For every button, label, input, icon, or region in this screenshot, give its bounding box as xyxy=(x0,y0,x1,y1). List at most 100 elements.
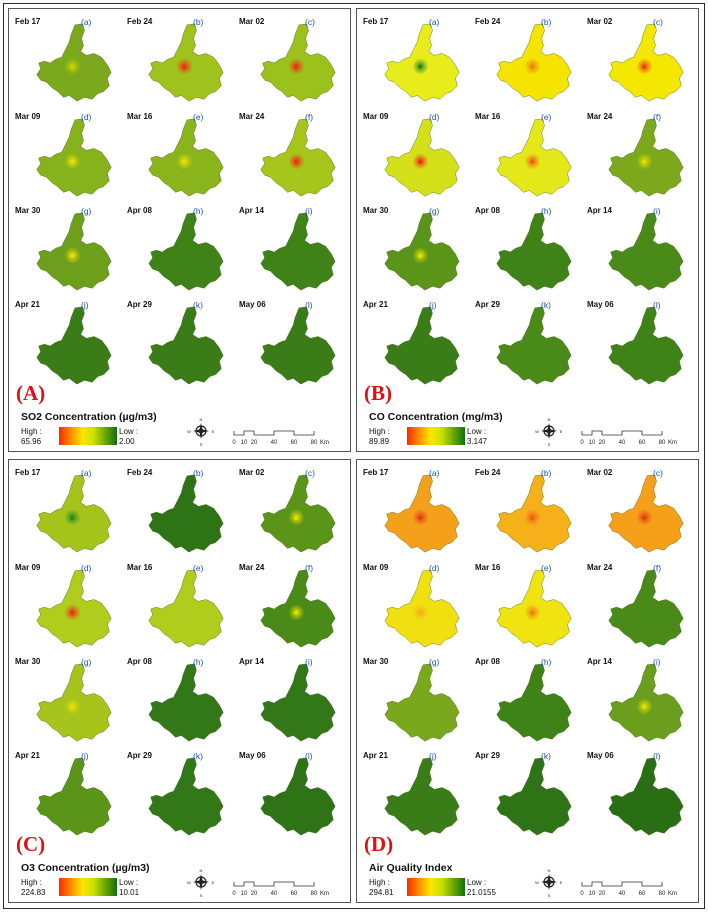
map-cell: Apr 08 (h) xyxy=(471,200,585,292)
hotspot xyxy=(641,515,647,520)
panel-d: Feb 17 (a) Feb 24 (b) Mar 02 (c) Mar 09 (d) Mar … xyxy=(356,459,699,903)
district-map xyxy=(384,118,460,197)
district-map xyxy=(608,118,684,197)
hotspot xyxy=(181,253,187,258)
district-map xyxy=(260,23,336,102)
district-map xyxy=(608,569,684,648)
district-map xyxy=(148,212,224,291)
hotspot xyxy=(293,159,299,164)
map-letter: (b) xyxy=(193,17,204,27)
map-cell: Feb 17 (a) xyxy=(359,11,473,103)
map-date: Mar 16 xyxy=(475,112,501,121)
panel-c: Feb 17 (a) Feb 24 (b) Mar 02 (c) Mar 09 (d) Mar … xyxy=(8,459,351,903)
legend-low-value: 3.147 xyxy=(467,437,488,446)
variable-title: CO Concentration (mg/m3) xyxy=(369,411,503,423)
map-letter: (i) xyxy=(653,657,661,667)
legend-high-label: High : xyxy=(21,878,42,887)
hotspot xyxy=(69,798,75,803)
district-map xyxy=(496,569,572,648)
map-date: Mar 16 xyxy=(475,563,501,572)
hotspot xyxy=(641,64,647,69)
district-shape xyxy=(148,569,224,648)
map-letter: (f) xyxy=(653,112,662,122)
map-cell: Mar 24 (f) xyxy=(583,557,697,649)
district-shape xyxy=(148,118,224,197)
map-date: Mar 02 xyxy=(239,17,265,26)
map-letter: (c) xyxy=(305,468,315,478)
panel-b: Feb 17 (a) Feb 24 (b) Mar 02 (c) Mar 09 (d) Mar … xyxy=(356,8,699,452)
map-letter: (f) xyxy=(653,563,662,573)
map-date: Apr 21 xyxy=(15,300,40,309)
district-shape xyxy=(36,757,112,836)
district-map xyxy=(384,569,460,648)
map-letter: (f) xyxy=(305,112,314,122)
district-map xyxy=(496,118,572,197)
compass-s: S xyxy=(548,893,551,898)
map-letter: (a) xyxy=(81,468,92,478)
map-cell: Feb 24 (b) xyxy=(123,11,237,103)
map-date: Mar 02 xyxy=(587,17,613,26)
map-cell: Mar 16 (e) xyxy=(471,557,585,649)
legend-low-label: Low : xyxy=(467,427,487,436)
district-shape xyxy=(384,23,460,102)
scale-tick: 60 xyxy=(291,891,298,897)
hotspot xyxy=(529,64,535,69)
scale-tick: 40 xyxy=(619,891,626,897)
map-letter: (g) xyxy=(81,206,92,216)
hotspot xyxy=(181,347,187,352)
map-cell: Apr 21 (j) xyxy=(359,745,473,837)
map-letter: (a) xyxy=(429,17,440,27)
map-letter: (b) xyxy=(193,468,204,478)
map-letter: (i) xyxy=(305,657,313,667)
map-letter: (k) xyxy=(541,300,551,310)
district-shape xyxy=(384,663,460,742)
map-cell: Mar 24 (f) xyxy=(235,106,349,198)
hotspot xyxy=(293,64,299,69)
map-letter: (k) xyxy=(541,751,551,761)
map-date: Mar 09 xyxy=(363,563,389,572)
map-letter: (c) xyxy=(305,17,315,27)
district-shape xyxy=(608,118,684,197)
compass-w: W xyxy=(187,880,191,885)
scale-unit: Km xyxy=(320,891,329,897)
district-map xyxy=(36,663,112,742)
map-cell: May 06 (l) xyxy=(235,745,349,837)
district-map xyxy=(148,663,224,742)
district-shape xyxy=(384,474,460,553)
map-cell: Apr 29 (k) xyxy=(123,294,237,386)
hotspot xyxy=(293,347,299,352)
scale-tick: 20 xyxy=(251,440,258,446)
scale-tick: 0 xyxy=(580,891,584,897)
map-cell: Mar 02 (c) xyxy=(583,462,697,554)
map-date: Apr 08 xyxy=(475,657,500,666)
map-letter: (e) xyxy=(193,112,204,122)
map-date: Mar 24 xyxy=(239,112,265,121)
map-cell: Mar 09 (d) xyxy=(11,557,125,649)
scale-tick: 60 xyxy=(639,440,646,446)
district-shape xyxy=(384,306,460,385)
map-letter: (a) xyxy=(429,468,440,478)
map-date: Mar 30 xyxy=(15,206,41,215)
map-date: Mar 09 xyxy=(15,563,41,572)
map-cell: Mar 02 (c) xyxy=(235,11,349,103)
district-map xyxy=(36,23,112,102)
map-cell: Apr 08 (h) xyxy=(123,200,237,292)
map-date: Apr 08 xyxy=(127,657,152,666)
district-shape xyxy=(496,474,572,553)
scale-tick: 10 xyxy=(589,891,596,897)
district-shape xyxy=(608,212,684,291)
hotspot xyxy=(293,704,299,709)
map-cell: May 06 (l) xyxy=(235,294,349,386)
hotspot xyxy=(417,159,423,164)
compass-s: S xyxy=(200,893,203,898)
legend-low-value: 10.01 xyxy=(119,888,140,897)
map-cell: Mar 16 (e) xyxy=(471,106,585,198)
legend-low-value: 21.0155 xyxy=(467,888,496,897)
hotspot xyxy=(417,253,423,258)
map-cell: Apr 29 (k) xyxy=(471,745,585,837)
map-date: Mar 16 xyxy=(127,112,153,121)
district-shape xyxy=(496,757,572,836)
district-map xyxy=(260,118,336,197)
north-arrow-icon: N S E W xyxy=(187,868,215,898)
map-cell: Mar 24 (f) xyxy=(583,106,697,198)
